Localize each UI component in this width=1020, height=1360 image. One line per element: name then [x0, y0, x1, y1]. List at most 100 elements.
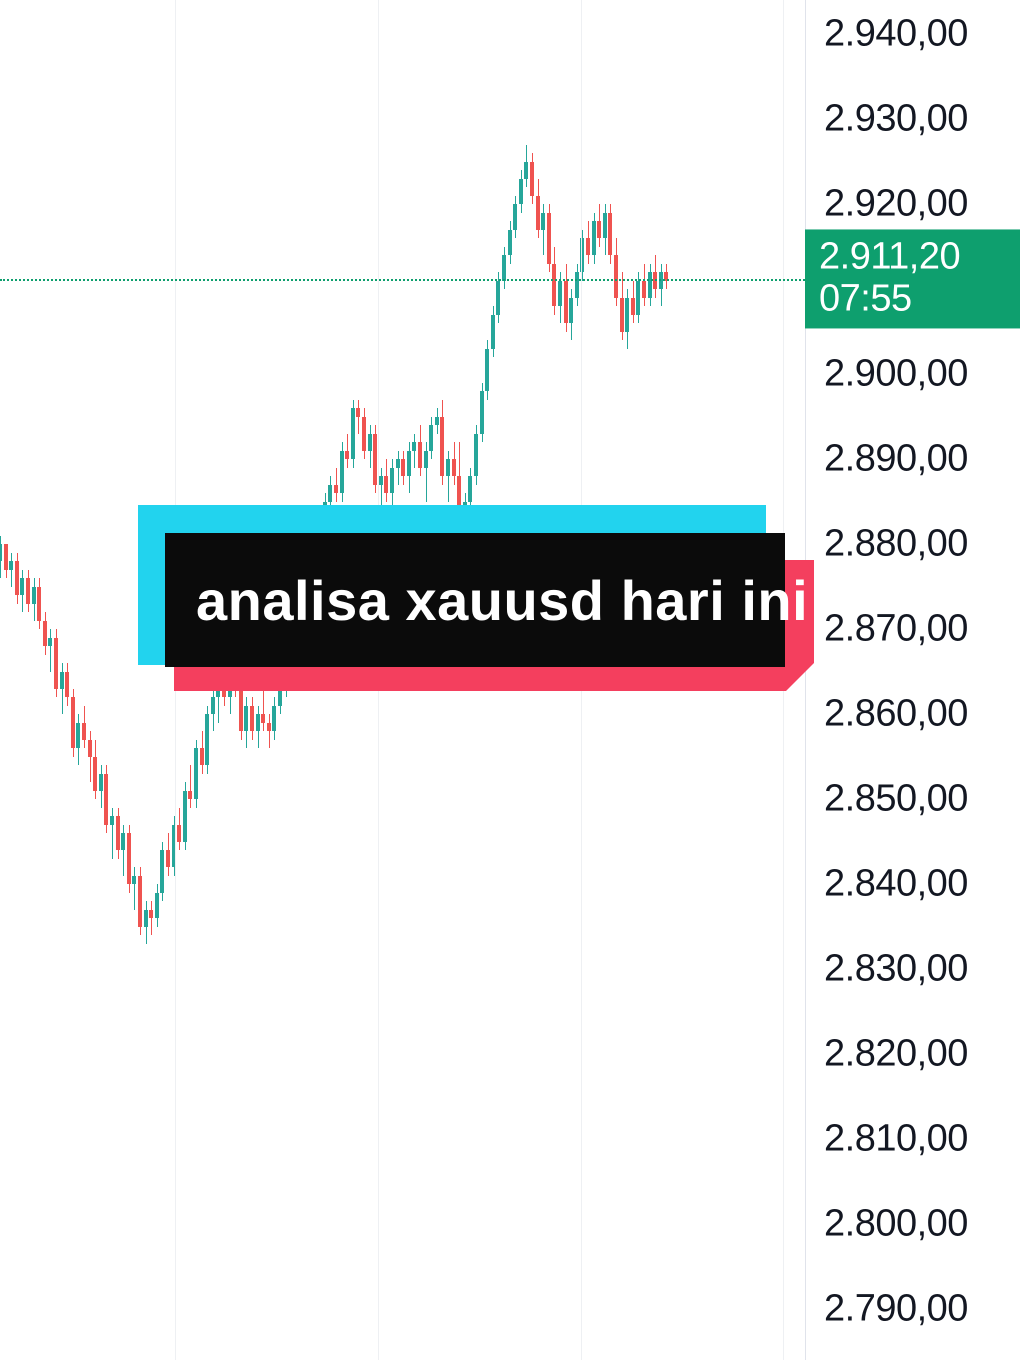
candle-body[interactable]: [267, 723, 271, 732]
candle-body[interactable]: [160, 850, 164, 893]
candle-body[interactable]: [194, 748, 198, 799]
candle-body[interactable]: [239, 689, 243, 732]
candle-body[interactable]: [0, 544, 2, 561]
candle-body[interactable]: [648, 272, 652, 298]
candle-body[interactable]: [43, 621, 47, 647]
candle-body[interactable]: [474, 434, 478, 477]
candle-body[interactable]: [401, 459, 405, 476]
candle-body[interactable]: [26, 578, 30, 604]
candle-body[interactable]: [121, 833, 125, 850]
candle-body[interactable]: [88, 740, 92, 757]
candle-body[interactable]: [452, 459, 456, 476]
candle-body[interactable]: [569, 298, 573, 324]
candle-body[interactable]: [155, 893, 159, 919]
candle-body[interactable]: [524, 162, 528, 179]
candle-body[interactable]: [440, 417, 444, 477]
candle-body[interactable]: [116, 816, 120, 850]
candle-body[interactable]: [412, 442, 416, 451]
candle-body[interactable]: [15, 561, 19, 595]
current-price-marker[interactable]: 2.911,20 07:55: [805, 229, 1020, 328]
candle-body[interactable]: [65, 672, 69, 698]
candle-body[interactable]: [166, 850, 170, 867]
candle-body[interactable]: [496, 281, 500, 315]
candle-body[interactable]: [328, 485, 332, 502]
candle-body[interactable]: [4, 544, 8, 570]
candle-body[interactable]: [513, 204, 517, 230]
candle-body[interactable]: [586, 238, 590, 255]
candle-body[interactable]: [37, 587, 41, 621]
candle-body[interactable]: [620, 298, 624, 332]
candle-body[interactable]: [368, 434, 372, 451]
candle-body[interactable]: [183, 791, 187, 842]
candle-body[interactable]: [502, 255, 506, 281]
candle-body[interactable]: [20, 578, 24, 595]
candle-body[interactable]: [536, 196, 540, 230]
candle-body[interactable]: [82, 723, 86, 740]
candle-body[interactable]: [418, 442, 422, 468]
candle-body[interactable]: [334, 485, 338, 494]
candle-body[interactable]: [390, 468, 394, 494]
candle-body[interactable]: [76, 723, 80, 749]
candle-body[interactable]: [9, 561, 13, 570]
candle-body[interactable]: [636, 281, 640, 315]
candle-body[interactable]: [99, 774, 103, 791]
candle-body[interactable]: [211, 697, 215, 714]
candle-body[interactable]: [110, 816, 114, 825]
candle-body[interactable]: [530, 162, 534, 196]
candle-body[interactable]: [446, 459, 450, 476]
candle-body[interactable]: [340, 451, 344, 494]
y-axis[interactable]: 2.940,002.930,002.920,002.910,002.900,00…: [805, 0, 1020, 1360]
candle-body[interactable]: [625, 298, 629, 332]
candle-body[interactable]: [575, 272, 579, 298]
candle-body[interactable]: [144, 910, 148, 927]
candle-body[interactable]: [480, 391, 484, 434]
candle-body[interactable]: [508, 230, 512, 256]
candle-body[interactable]: [485, 349, 489, 392]
candle-body[interactable]: [396, 459, 400, 468]
candle-body[interactable]: [278, 689, 282, 706]
candle-body[interactable]: [592, 221, 596, 255]
candle-body[interactable]: [256, 714, 260, 731]
candle-body[interactable]: [200, 748, 204, 765]
candle-body[interactable]: [379, 476, 383, 485]
candle-body[interactable]: [547, 213, 551, 264]
candle-body[interactable]: [188, 791, 192, 800]
candle-body[interactable]: [71, 697, 75, 748]
candle-body[interactable]: [614, 255, 618, 298]
candle-body[interactable]: [541, 213, 545, 230]
candle-body[interactable]: [272, 706, 276, 732]
candle-body[interactable]: [642, 281, 646, 298]
candle-body[interactable]: [435, 417, 439, 426]
candle-body[interactable]: [603, 213, 607, 239]
candle-body[interactable]: [424, 451, 428, 468]
candle-body[interactable]: [127, 833, 131, 884]
candle-body[interactable]: [60, 672, 64, 689]
candle-body[interactable]: [48, 638, 52, 647]
candle-body[interactable]: [429, 425, 433, 451]
candle-body[interactable]: [597, 221, 601, 238]
candle-body[interactable]: [93, 757, 97, 791]
candle-body[interactable]: [564, 281, 568, 324]
candle-body[interactable]: [384, 476, 388, 493]
candle-body[interactable]: [608, 213, 612, 256]
candle-body[interactable]: [631, 298, 635, 315]
candle-body[interactable]: [362, 417, 366, 451]
candle-body[interactable]: [491, 315, 495, 349]
candle-body[interactable]: [132, 876, 136, 885]
candle-body[interactable]: [177, 825, 181, 842]
candle-body[interactable]: [345, 451, 349, 460]
candle-body[interactable]: [261, 714, 265, 723]
candle-body[interactable]: [250, 706, 254, 732]
candle-body[interactable]: [468, 476, 472, 502]
candle-body[interactable]: [104, 774, 108, 825]
candle-body[interactable]: [32, 587, 36, 604]
candle-body[interactable]: [138, 876, 142, 927]
candle-body[interactable]: [558, 281, 562, 307]
candle-body[interactable]: [205, 714, 209, 765]
candle-body[interactable]: [351, 408, 355, 459]
candle-body[interactable]: [356, 408, 360, 417]
candle-body[interactable]: [149, 910, 153, 919]
candle-body[interactable]: [244, 706, 248, 732]
candle-body[interactable]: [373, 434, 377, 485]
candle-body[interactable]: [54, 638, 58, 689]
